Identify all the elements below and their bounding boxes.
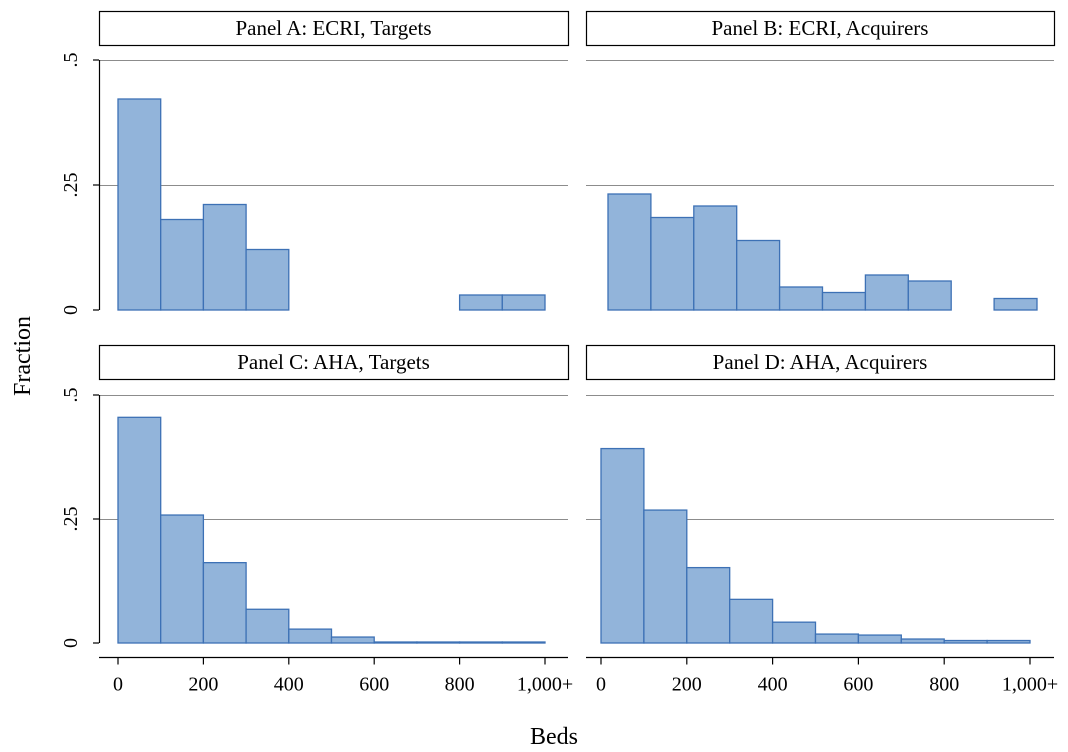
- histogram-bar: [288, 628, 333, 644]
- histogram-bar: [117, 416, 162, 644]
- panel-title-box: [585, 10, 1056, 47]
- histogram-bar: [202, 203, 247, 311]
- histogram-bar: [117, 98, 162, 311]
- y-axis-label: Fraction: [10, 316, 36, 396]
- panel-title: Panel C: AHA, Targets: [237, 350, 430, 374]
- x-tick-label: 800: [929, 674, 959, 696]
- histogram-bar: [160, 218, 205, 311]
- histogram-bar: [729, 598, 774, 644]
- histogram-bar: [650, 216, 695, 311]
- histogram-bar: [907, 280, 952, 311]
- histogram-bar: [814, 633, 860, 644]
- y-tick-label: .5: [60, 388, 82, 403]
- histogram-bar: [900, 638, 945, 644]
- histogram-bar: [458, 641, 503, 644]
- x-axis-label: Beds: [530, 724, 578, 750]
- panel-d: Panel D: AHA, Acquirers 0 200 400 600 800 1,00…: [585, 344, 1058, 696]
- panel-b: Panel B: ECRI, Acquirers: [585, 10, 1056, 311]
- y-tick-label: .5: [60, 53, 82, 68]
- x-tick-label: 200: [672, 674, 702, 696]
- histogram-bar: [245, 608, 290, 644]
- panel-a: Panel A: ECRI, Targets 0 .25 .5: [60, 10, 570, 315]
- x-tick-label: 800: [445, 674, 475, 696]
- histogram-bar: [501, 641, 546, 644]
- panel-c: Panel C: AHA, Targets 0 .25 .5 0 200 400 600 800…: [60, 344, 573, 696]
- y-tick-label: 0: [60, 305, 82, 315]
- panel-title-box: [98, 344, 570, 381]
- y-tick-label: .25: [60, 173, 82, 198]
- histogram-bar: [686, 566, 731, 644]
- y-tick-label: .25: [60, 507, 82, 532]
- x-tick-label: 0: [596, 674, 606, 696]
- x-tick-label: 600: [359, 674, 389, 696]
- panel-title: Panel A: ECRI, Targets: [235, 16, 431, 40]
- histogram-bar: [416, 641, 461, 644]
- histogram-bar: [501, 294, 546, 311]
- histogram-bar: [643, 509, 688, 644]
- histogram-bar: [993, 297, 1038, 311]
- x-tick-label: 400: [758, 674, 788, 696]
- histogram-bar: [458, 294, 503, 311]
- panel-title-box: [585, 344, 1056, 381]
- histogram-bar: [330, 636, 375, 644]
- histogram-bar: [986, 639, 1031, 644]
- x-tick-label: 0: [113, 674, 123, 696]
- histogram-bar: [857, 634, 902, 644]
- histogram-bar: [821, 291, 867, 311]
- x-tick-label: 1,000+: [1002, 674, 1058, 696]
- histogram-bar: [778, 286, 824, 311]
- histogram-bar: [600, 447, 645, 644]
- histogram-bar: [160, 514, 205, 644]
- histogram-bar: [864, 274, 909, 311]
- histogram-bar: [771, 621, 817, 644]
- histogram-bar: [693, 205, 738, 311]
- panel-title: Panel B: ECRI, Acquirers: [712, 16, 929, 40]
- x-tick-label: 200: [188, 674, 218, 696]
- y-tick-label: 0: [60, 638, 82, 648]
- x-tick-label: 400: [274, 674, 304, 696]
- histogram-bar: [943, 639, 988, 644]
- x-tick-label: 1,000+: [517, 674, 573, 696]
- histogram-bar: [202, 561, 247, 644]
- x-tick-label: 600: [843, 674, 873, 696]
- histogram-bar: [736, 239, 781, 311]
- histogram-bar: [373, 641, 418, 644]
- histogram-bar: [245, 248, 290, 311]
- histogram-bar: [607, 193, 652, 311]
- panel-title-box: [98, 10, 570, 47]
- panel-title: Panel D: AHA, Acquirers: [713, 350, 928, 374]
